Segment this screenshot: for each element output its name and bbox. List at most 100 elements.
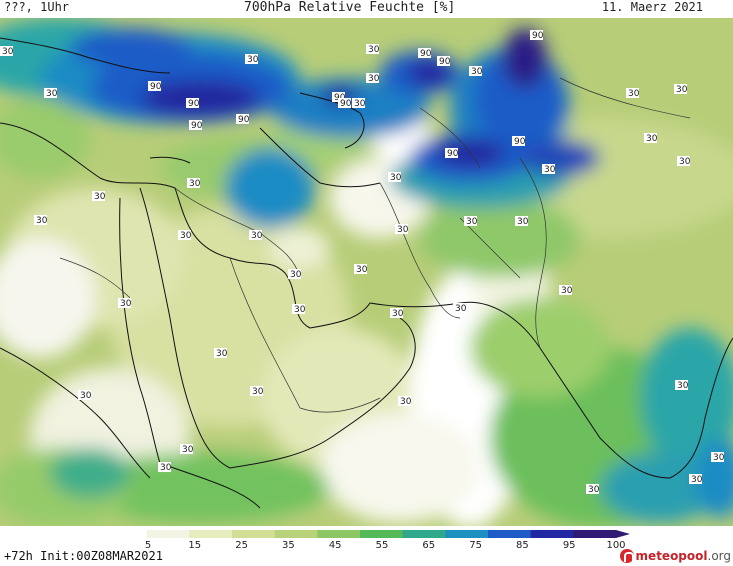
- contour-label: 30: [250, 386, 264, 397]
- colorbar-segment: [146, 530, 190, 538]
- humidity-colorbar: [104, 530, 630, 538]
- contour-label: 30: [366, 73, 380, 84]
- svg-text:30: 30: [290, 270, 302, 280]
- svg-text:30: 30: [354, 99, 366, 109]
- contour-label: 30: [292, 304, 306, 315]
- contour-label: 30: [92, 191, 106, 202]
- svg-text:30: 30: [628, 89, 640, 99]
- humidity-map-svg: 30 90 30 30 90 90 90 30 90 90 90 30 90 9…: [0, 18, 733, 526]
- colorbar-tick-label: 75: [469, 540, 482, 551]
- svg-text:30: 30: [46, 89, 58, 99]
- contour-label: 30: [469, 66, 483, 77]
- run-label: ???, 1Uhr: [4, 0, 70, 14]
- svg-text:90: 90: [150, 82, 162, 92]
- contour-label: 90: [189, 120, 203, 131]
- contour-label: 30: [398, 396, 412, 407]
- contour-label: 30: [626, 88, 640, 99]
- contour-label: 30: [586, 484, 600, 495]
- colorbar-tick-label: 55: [375, 540, 389, 551]
- contour-label: 30: [44, 88, 58, 99]
- colorbar-tick-label: 35: [282, 540, 295, 551]
- contour-label: 90: [338, 98, 352, 109]
- contour-label: 30: [34, 215, 48, 226]
- svg-text:90: 90: [439, 57, 451, 67]
- svg-text:90: 90: [238, 115, 250, 125]
- contour-label: 30: [689, 474, 703, 485]
- contour-label: 30: [187, 178, 201, 189]
- colorbar-segment: [530, 530, 574, 538]
- svg-text:30: 30: [36, 216, 48, 226]
- contour-label: 30: [542, 164, 556, 175]
- contour-label: 90: [148, 81, 162, 92]
- svg-text:30: 30: [471, 67, 483, 77]
- contour-label: 90: [186, 98, 200, 109]
- svg-text:30: 30: [713, 453, 725, 463]
- svg-text:30: 30: [676, 85, 688, 95]
- colorbar-tick-label: 15: [188, 540, 202, 551]
- contour-label: 90: [437, 56, 451, 67]
- meteopool-logo-icon: [619, 549, 634, 563]
- contour-labels: 30 90 30 30 90 90 90 30 90 90 90 30 90 9…: [0, 30, 725, 495]
- colorbar-tick-label: 95: [562, 540, 576, 551]
- colorbar-segment: [232, 530, 276, 538]
- contour-label: 30: [180, 444, 194, 455]
- colorbar-segment: [573, 530, 617, 538]
- contour-label: 30: [515, 216, 529, 227]
- svg-text:30: 30: [392, 309, 404, 319]
- brand-logo[interactable]: meteopool .org: [619, 546, 732, 566]
- coastlines: [0, 37, 733, 509]
- contour-label: 30: [118, 298, 132, 309]
- svg-text:30: 30: [517, 217, 529, 227]
- svg-text:30: 30: [646, 134, 658, 144]
- contour-label: 30: [453, 303, 467, 314]
- map-title: 700hPa Relative Feuchte [%]: [244, 0, 456, 15]
- svg-text:30: 30: [390, 173, 402, 183]
- contour-label: 30: [390, 308, 404, 319]
- colorbar-tick-label: 100: [606, 540, 626, 551]
- humidity-map: 30 90 30 30 90 90 90 30 90 90 90 30 90 9…: [0, 18, 733, 526]
- colorbar-tick-label: 85: [516, 540, 529, 551]
- svg-text:30: 30: [368, 45, 380, 55]
- svg-text:90: 90: [340, 99, 352, 109]
- colorbar-extend-arrow: [616, 530, 630, 538]
- svg-text:30: 30: [466, 217, 478, 227]
- svg-text:30: 30: [455, 304, 467, 314]
- svg-text:30: 30: [252, 387, 264, 397]
- svg-text:30: 30: [189, 179, 201, 189]
- svg-text:30: 30: [679, 157, 691, 167]
- svg-text:30: 30: [182, 445, 194, 455]
- contour-label: 30: [352, 98, 366, 109]
- contour-label: 30: [395, 224, 409, 235]
- svg-text:90: 90: [191, 121, 203, 131]
- contour-label: 30: [178, 230, 192, 241]
- contour-label: 30: [249, 230, 263, 241]
- contour-label: 30: [675, 380, 689, 391]
- contour-label: 30: [559, 285, 573, 296]
- contour-label: 30: [245, 54, 259, 65]
- svg-text:30: 30: [180, 231, 192, 241]
- contour-label: 90: [418, 48, 432, 59]
- lead-and-init-time: +72h Init:00Z08MAR2021: [4, 549, 163, 563]
- contour-label: 30: [388, 172, 402, 183]
- contour-label: 30: [78, 390, 92, 401]
- contour-label: 30: [464, 216, 478, 227]
- svg-text:30: 30: [294, 305, 306, 315]
- svg-text:30: 30: [247, 55, 259, 65]
- contour-label: 90: [530, 30, 544, 41]
- svg-text:30: 30: [397, 225, 409, 235]
- map-header: ???, 1Uhr 700hPa Relative Feuchte [%] 11…: [0, 0, 733, 18]
- svg-text:90: 90: [532, 31, 544, 41]
- contour-label: 30: [158, 462, 172, 473]
- brand-tld: .org: [707, 549, 732, 563]
- contour-label: 30: [214, 348, 228, 359]
- svg-text:30: 30: [368, 74, 380, 84]
- contour-label: 90: [445, 148, 459, 159]
- svg-text:30: 30: [160, 463, 172, 473]
- svg-text:90: 90: [447, 149, 459, 159]
- svg-text:30: 30: [677, 381, 689, 391]
- colorbar-segment: [189, 530, 233, 538]
- svg-text:30: 30: [251, 231, 263, 241]
- contour-label: 30: [354, 264, 368, 275]
- contour-label: 30: [711, 452, 725, 463]
- colorbar-segment: [317, 530, 361, 538]
